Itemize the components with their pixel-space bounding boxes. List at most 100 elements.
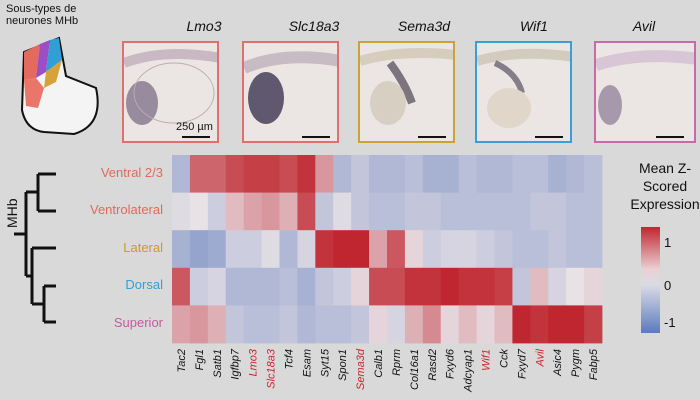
- heatmap-cell: [387, 230, 406, 269]
- heatmap-cell: [404, 192, 424, 231]
- scale-bar: [656, 136, 684, 138]
- heatmap-cell: [351, 192, 370, 231]
- heatmap-cell: [404, 230, 424, 269]
- row-label-ventral: Ventral 2/3: [100, 165, 163, 180]
- heatmap-cell: [566, 305, 585, 344]
- column-label: Rprm: [391, 349, 403, 376]
- column-label: Tac2: [176, 349, 188, 372]
- column-label: Rasd2: [427, 349, 439, 381]
- heatmap-cell: [172, 267, 191, 306]
- heatmap-cell: [189, 305, 209, 344]
- column-label: Spon1: [337, 349, 349, 381]
- scale-label: 250 µm: [176, 121, 213, 133]
- micrograph-panel-wif1: [475, 41, 572, 143]
- heatmap-cell: [369, 230, 388, 269]
- heatmap-cell: [297, 230, 316, 269]
- column-label: Slc18a3: [266, 348, 278, 389]
- column-label: Sema3d: [355, 348, 367, 390]
- heatmap-cell: [207, 155, 227, 193]
- panel-title: Avil: [632, 18, 656, 34]
- heatmap-cell: [404, 305, 424, 344]
- panel-title: Slc18a3: [288, 18, 340, 34]
- row-label-lateral: Lateral: [123, 240, 163, 255]
- heatmap-cell: [279, 230, 298, 269]
- micrograph-panel-sema3d: [358, 41, 455, 143]
- heatmap-cell: [297, 155, 316, 193]
- column-label: Avil: [534, 348, 546, 367]
- heatmap-cell: [584, 230, 603, 269]
- heatmap-cell: [297, 192, 316, 231]
- heatmap-cell: [440, 305, 460, 344]
- column-label: Fabp5: [588, 348, 600, 380]
- scale-bar: [302, 136, 330, 138]
- heatmap-cell: [225, 230, 245, 269]
- panel-title: Lmo3: [186, 18, 222, 34]
- heatmap-cell: [530, 192, 549, 231]
- heatmap-cell: [261, 155, 280, 193]
- heatmap-cell: [315, 230, 334, 269]
- heatmap-cell: [243, 305, 262, 344]
- heatmap-cell: [387, 155, 406, 193]
- column-label: Fgl1: [194, 349, 206, 370]
- legend-colorbar: [641, 227, 660, 333]
- mhb-schematic: [20, 36, 99, 136]
- column-label: Cck: [498, 349, 510, 368]
- panel-title: Sema3d: [397, 18, 451, 34]
- heatmap-cell: [351, 267, 370, 306]
- dendrogram: [14, 172, 56, 324]
- heatmap-cell: [333, 192, 352, 231]
- heatmap-cell: [297, 267, 316, 306]
- column-label: Adcyap1: [463, 349, 475, 393]
- scale-bar: [535, 136, 563, 138]
- heatmap-cell: [458, 267, 477, 306]
- heatmap-cell: [530, 305, 549, 344]
- heatmap-cell: [297, 305, 316, 344]
- heatmap-cell: [512, 192, 531, 231]
- column-label: Syt15: [319, 348, 331, 377]
- heatmap-cell: [207, 305, 227, 344]
- column-label: Wif1: [481, 349, 493, 371]
- heatmap-cell: [494, 192, 513, 231]
- heatmap-cell: [422, 230, 442, 269]
- column-label: Igfbp7: [230, 348, 242, 379]
- heatmap-cell: [476, 192, 495, 231]
- column-label: Esam: [301, 349, 313, 377]
- heatmap-cell: [333, 305, 352, 344]
- column-label: Lmo3: [248, 348, 260, 376]
- region-dorsal: [46, 38, 62, 72]
- heatmap-cell: [494, 155, 513, 193]
- micrograph-panel-lmo3: 250 µm: [122, 41, 219, 143]
- heatmap-cell: [261, 192, 280, 231]
- heatmap-cell: [404, 155, 424, 193]
- heatmap-cell: [548, 305, 567, 344]
- legend-title: Mean Z-Scored Expression: [630, 160, 700, 212]
- heatmap-cell: [387, 305, 406, 344]
- heatmap-cell: [369, 192, 388, 231]
- heatmap-cell: [261, 230, 280, 269]
- heatmap-cell: [315, 155, 334, 193]
- heatmap-cell: [584, 305, 603, 344]
- heatmap-cell: [279, 155, 298, 193]
- micrograph-panel-slc18a3: [242, 41, 339, 143]
- heatmap-cell: [566, 230, 585, 269]
- heatmap-cell: [369, 155, 388, 193]
- heatmap-cell: [172, 192, 191, 231]
- heatmap-cell: [369, 305, 388, 344]
- heatmap-cell: [422, 305, 442, 344]
- heatmap-cell: [369, 267, 388, 306]
- heatmap-cell: [566, 267, 585, 306]
- row-label-ventrolateral: Ventrolateral: [90, 202, 163, 217]
- heatmap-cell: [243, 230, 262, 269]
- row-label-dorsal: Dorsal: [125, 277, 163, 292]
- heatmap-cell: [172, 155, 191, 193]
- heatmap-cell: [458, 305, 477, 344]
- heatmap-cell: [189, 267, 209, 306]
- heatmap-cell: [422, 192, 442, 231]
- heatmap-cell: [279, 267, 298, 306]
- heatmap-cell: [512, 267, 531, 306]
- heatmap-cell: [207, 267, 227, 306]
- heatmap-cell: [172, 230, 191, 269]
- heatmap-cell: [315, 267, 334, 306]
- legend-tick: -1: [664, 315, 676, 330]
